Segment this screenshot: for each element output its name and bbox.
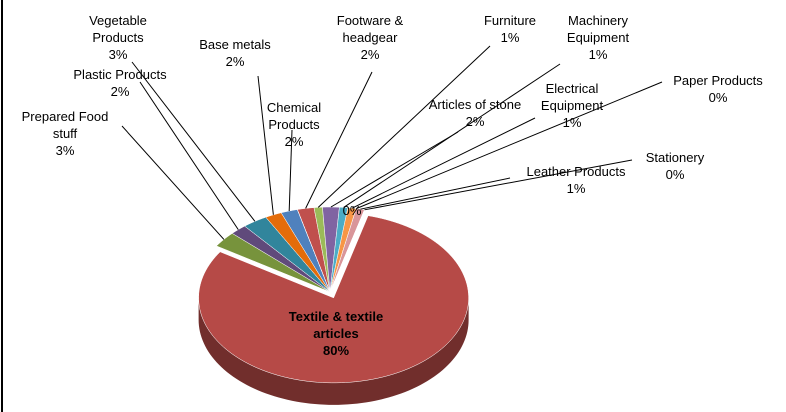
leader-line xyxy=(343,63,561,208)
slice xyxy=(198,215,469,384)
slice-percent: 2% xyxy=(225,54,245,69)
data-label: Footware & headgear 2% xyxy=(320,12,420,63)
leader-line xyxy=(360,177,511,210)
slice-name: Textile & textile articles xyxy=(288,309,384,341)
slice-name: Plastic Products xyxy=(73,67,167,82)
data-label: 0% xyxy=(302,202,402,219)
data-label: Machinery Equipment 1% xyxy=(548,12,648,63)
slice-name: Articles of stone xyxy=(428,97,522,112)
leader-line xyxy=(317,45,491,208)
data-label: Leather Products 1% xyxy=(526,163,626,197)
data-label: Prepared Food stuff 3% xyxy=(15,108,115,159)
slice-percent: 2% xyxy=(465,114,485,129)
slice-name: Electrical Equipment xyxy=(540,81,604,113)
data-label: Electrical Equipment 1% xyxy=(522,80,622,131)
slice-percent: 80% xyxy=(322,343,350,358)
leader-line xyxy=(257,75,274,215)
slice-name: Paper Products xyxy=(673,73,763,88)
slice-name: Base metals xyxy=(199,37,271,52)
leader-line xyxy=(139,81,239,230)
leader-line xyxy=(356,81,663,210)
data-label: Vegetable Products 3% xyxy=(68,12,168,63)
leader-line xyxy=(351,117,536,209)
slice-name: Chemical Products xyxy=(266,100,322,132)
data-label: Furniture 1% xyxy=(460,12,560,46)
slice-percent: 1% xyxy=(500,30,520,45)
slice-name: Prepared Food stuff xyxy=(21,109,109,141)
slice-percent: 3% xyxy=(55,143,75,158)
slice-name: Furniture xyxy=(483,13,537,28)
leader-line xyxy=(364,159,633,211)
data-label: Base metals 2% xyxy=(185,36,285,70)
data-label: Plastic Products 2% xyxy=(70,66,170,100)
slice xyxy=(297,209,331,293)
slice-name: Footware & headgear xyxy=(336,13,404,45)
leader-line xyxy=(330,131,459,208)
slice-percent: 0% xyxy=(665,167,685,182)
slice-side xyxy=(198,297,469,405)
slice xyxy=(329,209,365,293)
leader-line xyxy=(305,71,373,209)
slice-percent: 3% xyxy=(108,47,128,62)
slice-percent: 1% xyxy=(562,115,582,130)
data-label: Chemical Products 2% xyxy=(244,99,344,150)
data-label: Stationery 0% xyxy=(625,149,725,183)
slice-percent: 0% xyxy=(708,90,728,105)
slice-percent: 2% xyxy=(284,134,304,149)
slice-percent: 1% xyxy=(566,181,586,196)
leader-line xyxy=(131,61,256,222)
data-label: Articles of stone 2% xyxy=(425,96,525,130)
slice-percent: 2% xyxy=(110,84,130,99)
leader-line xyxy=(121,125,225,240)
slice-percent: 1% xyxy=(588,47,608,62)
slice-name: Leather Products xyxy=(526,164,626,179)
data-label: Textile & textile articles 80% xyxy=(281,308,391,359)
leader-line xyxy=(288,129,293,211)
data-label: Paper Products 0% xyxy=(668,72,768,106)
slice-percent: 2% xyxy=(360,47,380,62)
slice-name: Vegetable Products xyxy=(89,13,147,45)
slice-name: Stationery xyxy=(645,150,705,165)
slice-percent: 0% xyxy=(342,203,362,218)
slice-name: Machinery Equipment xyxy=(566,13,630,45)
